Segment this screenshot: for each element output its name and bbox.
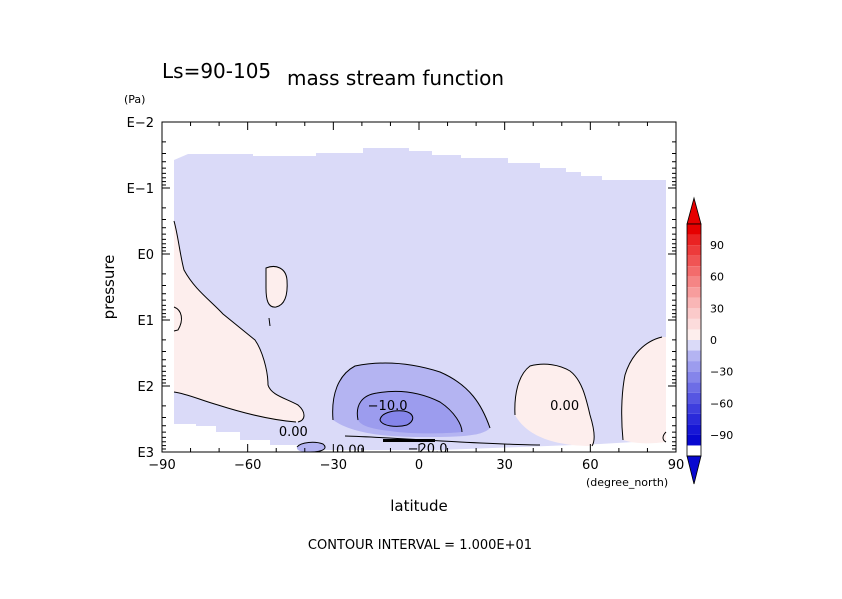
x-tick-label: 30	[496, 458, 513, 473]
colorbar-swatch	[687, 266, 701, 277]
colorbar-bottom-arrow	[686, 455, 702, 485]
y-tick-label: E−2	[127, 116, 154, 131]
negative-cell-small	[296, 442, 326, 452]
colorbar-swatch	[687, 403, 701, 414]
y-axis-label: pressure	[100, 255, 118, 320]
colorbar-swatch	[687, 224, 701, 235]
y-tick-label: E−1	[127, 182, 154, 197]
contour-labels: −10.0 −20.0 0.00 0.00 0.00	[279, 399, 579, 459]
y-units-label: (Pa)	[124, 93, 145, 106]
colorbar-swatch	[687, 382, 701, 393]
contour-interval-note: CONTOUR INTERVAL = 1.000E+01	[308, 538, 532, 553]
colorbar-tick-label: 90	[710, 239, 724, 252]
colorbar-top-arrow	[686, 196, 702, 225]
colorbar-swatch	[687, 361, 701, 372]
colorbar-frame	[686, 223, 702, 457]
colorbar-tick-label: −30	[710, 366, 733, 379]
colorbar-tick-label: 60	[710, 271, 724, 284]
contour-label: −10.0	[368, 399, 408, 414]
colorbar-swatch	[687, 413, 701, 425]
x-tick-label: 0	[415, 458, 423, 473]
x-tick-label: −30	[320, 458, 347, 473]
colorbar-swatch	[687, 297, 701, 309]
y-tick-label: E3	[138, 446, 155, 461]
positive-region-sh-high-lat	[174, 221, 304, 422]
contour-label: −20.0	[408, 442, 448, 457]
y-tick-label: E0	[138, 248, 155, 263]
colorbar-tick-label: −90	[710, 429, 733, 442]
colorbar-swatch	[687, 276, 701, 288]
y-tick-label: E1	[138, 314, 155, 329]
colorbar-swatch	[687, 318, 701, 330]
contour-label: 0.00	[336, 444, 365, 459]
colorbar-tick-label: −60	[710, 397, 733, 410]
colorbar-swatch	[687, 308, 701, 319]
y-axis: E−2 E−1 E0 E1 E2 E3	[127, 116, 676, 461]
chart-title: mass stream function	[287, 66, 504, 90]
x-tick-label: −90	[148, 458, 175, 473]
x-tick-label: 60	[582, 458, 599, 473]
colorbar-swatch	[687, 392, 701, 404]
x-tick-label: −60	[234, 458, 261, 473]
surface-dark-band	[383, 439, 435, 442]
colorbar-swatch	[687, 371, 701, 383]
x-axis-label: latitude	[390, 497, 448, 515]
colorbar-swatch	[687, 234, 701, 246]
contour-lines	[173, 220, 667, 452]
colorbar-swatch	[687, 340, 701, 351]
positive-region-sh-midlevel	[266, 266, 288, 308]
contour-label: 0.00	[550, 399, 579, 414]
colorbar-swatch	[687, 287, 701, 298]
colorbar-swatch	[687, 424, 701, 435]
contour-label: 0.00	[279, 425, 308, 440]
positive-region-nh-midlat	[514, 364, 595, 446]
colorbar-swatch	[687, 245, 701, 256]
negative-cell-level-3	[380, 410, 413, 427]
x-units-label: (degree_north)	[586, 476, 668, 489]
x-axis: −90 −60 −30 0 30 60 90	[148, 122, 684, 473]
positive-region-nh-highlat	[621, 337, 666, 444]
x-tick-label: 90	[668, 458, 685, 473]
colorbar-swatch	[687, 255, 701, 267]
colorbar-tick-label: 30	[710, 302, 724, 315]
colorbar: 90 60 30 0 −30 −60 −90	[686, 196, 733, 485]
y-tick-label: E2	[138, 380, 155, 395]
colorbar-swatch	[687, 350, 701, 362]
colorbar-swatch	[687, 434, 701, 446]
chart-title-prefix: Ls=90-105	[162, 59, 271, 83]
colorbar-tick-label: 0	[710, 334, 717, 347]
colorbar-swatch	[687, 329, 701, 340]
